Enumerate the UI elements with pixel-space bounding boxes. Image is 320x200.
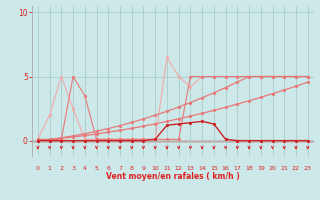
X-axis label: Vent moyen/en rafales ( km/h ): Vent moyen/en rafales ( km/h ) <box>106 172 240 181</box>
